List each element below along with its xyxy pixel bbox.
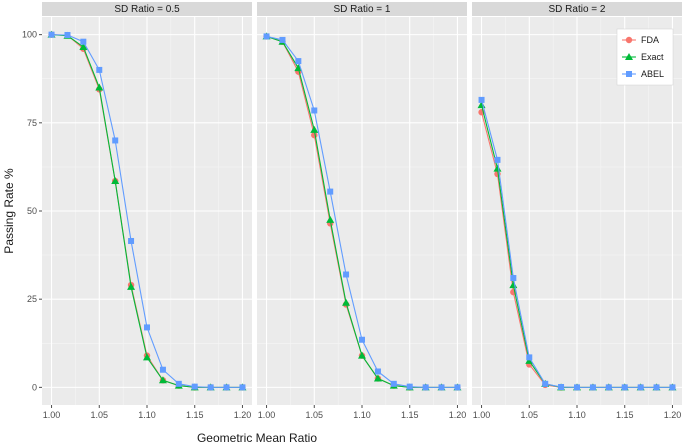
facet-label: SD Ratio = 0.5 <box>114 4 180 15</box>
facet-label: SD Ratio = 1 <box>334 4 391 15</box>
data-point-abel <box>311 107 318 114</box>
data-point-exact <box>127 282 136 290</box>
data-point-abel <box>343 271 350 278</box>
data-point-exact <box>111 177 120 185</box>
data-point-abel <box>454 384 461 391</box>
x-tick-label: 1.05 <box>306 410 324 420</box>
x-axis-title: Geometric Mean Ratio <box>197 431 317 445</box>
x-tick-label: 1.10 <box>568 410 586 420</box>
x-tick-label: 1.20 <box>234 410 252 420</box>
legend-key-marker <box>625 53 633 60</box>
y-tick-label: 50 <box>27 206 37 216</box>
x-tick-label: 1.10 <box>353 410 371 420</box>
data-point-abel <box>64 31 71 38</box>
x-tick-label: 1.20 <box>664 410 682 420</box>
x-tick-label: 1.00 <box>43 410 61 420</box>
legend-item-fda: FDA <box>622 35 659 45</box>
data-point-abel <box>327 188 334 195</box>
legend-key-marker <box>626 71 632 77</box>
data-point-abel <box>175 380 182 387</box>
data-point-abel <box>207 384 214 391</box>
data-point-abel <box>478 96 485 103</box>
series-abel <box>478 96 676 391</box>
data-point-exact <box>143 353 151 361</box>
data-point-abel <box>494 156 501 163</box>
data-point-abel <box>621 384 628 391</box>
data-point-exact <box>525 356 534 364</box>
x-tick-label: 1.15 <box>186 410 204 420</box>
data-point-abel <box>128 237 135 244</box>
data-point-abel <box>438 384 445 391</box>
data-point-exact <box>326 215 335 223</box>
facet-strip <box>42 2 252 16</box>
panel-3: SD Ratio = 2 1.00 1.05 1.10 1.15 1.20 FDA Exact… <box>472 2 682 420</box>
data-point-abel <box>239 384 246 391</box>
data-point-abel <box>263 33 270 40</box>
data-point-abel <box>589 384 596 391</box>
panel-2: SD Ratio = 1 1.00 1.05 1.10 1.15 1.20 <box>257 2 467 420</box>
x-tick-label: 1.05 <box>521 410 539 420</box>
data-point-exact <box>294 64 303 72</box>
data-point-exact <box>95 83 104 91</box>
data-point-abel <box>80 38 87 45</box>
x-tick-label: 1.20 <box>449 410 467 420</box>
data-point-abel <box>605 384 612 391</box>
data-point-exact <box>493 164 502 172</box>
data-point-exact <box>373 374 382 382</box>
data-point-exact <box>79 42 88 50</box>
series-abel <box>48 31 246 391</box>
data-point-abel <box>422 384 429 391</box>
data-point-abel <box>526 354 533 361</box>
data-point-abel <box>223 384 230 391</box>
legend-item-exact: Exact <box>622 52 664 62</box>
y-tick-label: 75 <box>27 118 37 128</box>
data-point-exact <box>310 125 319 133</box>
data-point-abel <box>374 368 381 375</box>
data-point-abel <box>390 380 397 387</box>
series-abel <box>263 33 461 391</box>
facet-strip <box>472 2 682 16</box>
panel-1: SD Ratio = 0.5 1.00 1.05 1.10 1.15 1.20 0 25 50 7… <box>22 2 252 420</box>
facet-strip <box>257 2 467 16</box>
x-tick-label: 1.15 <box>616 410 634 420</box>
data-point-abel <box>510 275 517 282</box>
x-tick-label: 1.05 <box>91 410 109 420</box>
data-point-abel <box>144 324 150 331</box>
data-point-abel <box>96 66 103 73</box>
y-axis-title: Passing Rate % <box>2 168 16 254</box>
legend-label: FDA <box>641 35 659 45</box>
x-tick-label: 1.10 <box>138 410 156 420</box>
data-point-abel <box>191 383 198 390</box>
y-tick-label: 25 <box>27 294 37 304</box>
data-point-exact <box>358 351 366 359</box>
x-tick-label: 1.00 <box>258 410 276 420</box>
data-point-abel <box>653 384 660 391</box>
data-point-abel <box>112 137 119 144</box>
data-point-abel <box>159 366 166 373</box>
data-point-abel <box>574 384 580 391</box>
legend-key-marker <box>625 36 633 44</box>
y-tick-label: 100 <box>22 30 37 40</box>
data-point-abel <box>406 383 413 390</box>
panels: SD Ratio = 0.5 1.00 1.05 1.10 1.15 1.20 0 25 50 7… <box>22 2 682 420</box>
data-point-abel <box>359 336 365 343</box>
data-point-abel <box>542 380 549 387</box>
data-point-abel <box>279 36 286 43</box>
y-tick-label: 0 <box>32 382 37 392</box>
data-point-abel <box>295 58 302 65</box>
legend-label: Exact <box>641 52 664 62</box>
data-point-exact <box>342 298 351 306</box>
legend-label: ABEL <box>641 69 664 79</box>
data-point-abel <box>558 384 565 391</box>
facet-label: SD Ratio = 2 <box>549 4 606 15</box>
legend: FDA Exact ABEL <box>616 28 674 86</box>
x-tick-label: 1.15 <box>401 410 419 420</box>
x-tick-label: 1.00 <box>473 410 491 420</box>
data-point-abel <box>637 384 644 391</box>
data-point-abel <box>48 31 55 38</box>
legend-item-abel: ABEL <box>622 69 664 79</box>
data-point-exact <box>158 376 167 384</box>
data-point-abel <box>669 384 676 391</box>
